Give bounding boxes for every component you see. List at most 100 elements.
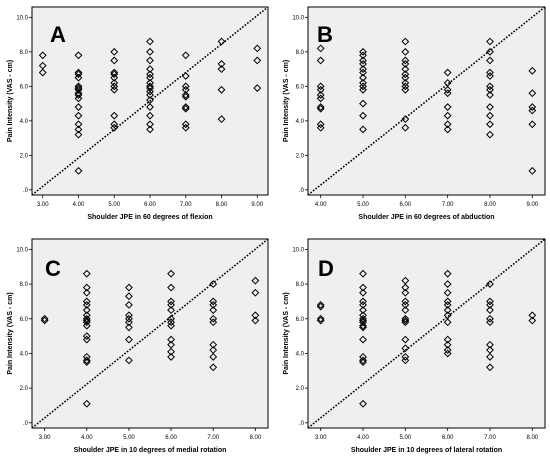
y-tick-label: 6.0 <box>296 84 305 90</box>
data-point <box>359 353 367 361</box>
data-point <box>82 335 91 344</box>
y-tick-label: .0 <box>23 421 29 427</box>
data-point <box>528 316 537 325</box>
x-tick-label: 8.00 <box>250 435 262 441</box>
data-point <box>125 318 133 327</box>
y-tick-label: 10.0 <box>292 15 304 21</box>
data-point <box>486 363 494 372</box>
data-point <box>74 91 83 99</box>
data-point <box>209 363 218 372</box>
data-point <box>359 321 367 330</box>
data-point <box>359 65 367 73</box>
y-tick-label: 6.0 <box>20 84 29 90</box>
data-point <box>146 73 154 82</box>
y-tick-label: 10.0 <box>16 15 28 21</box>
data-point <box>443 297 452 306</box>
x-tick-label: 6.00 <box>144 202 156 208</box>
y-axis-label: Pain Intensity (VAS - cm) <box>7 60 14 142</box>
data-point <box>125 323 133 332</box>
data-point <box>82 283 91 292</box>
data-point <box>443 306 452 314</box>
data-point <box>443 269 452 278</box>
y-tick-label: 8.0 <box>20 50 29 56</box>
data-point <box>486 47 494 56</box>
data-point <box>146 87 154 96</box>
y-tick-label: 8.0 <box>296 282 305 288</box>
data-point <box>209 314 218 323</box>
data-point <box>486 314 494 323</box>
data-point <box>146 103 154 111</box>
x-tick-label: 7.00 <box>207 435 219 441</box>
data-point <box>528 120 537 129</box>
data-point <box>401 85 410 94</box>
y-tick-label: 4.0 <box>296 119 305 125</box>
data-point <box>359 125 367 134</box>
data-point <box>401 47 410 56</box>
data-point <box>110 123 119 132</box>
y-axis-label: Pain Intensity (VAS - cm) <box>283 60 290 142</box>
data-point <box>486 353 494 361</box>
data-point <box>443 340 452 349</box>
data-point <box>167 335 175 344</box>
data-point <box>359 111 367 120</box>
x-tick-label: 8.00 <box>216 202 228 208</box>
data-point <box>401 56 410 65</box>
reference-line <box>307 238 546 429</box>
panel-c: .0 2.0 4.0 6.0 8.0 10.0 3.00 4.00 5.00 6.00 7.00 8.… <box>7 238 269 454</box>
x-tick-label: 5.00 <box>108 202 120 208</box>
data-point <box>146 82 154 91</box>
data-point <box>209 318 218 327</box>
data-point <box>359 68 367 77</box>
data-point <box>181 120 190 129</box>
reference-line <box>31 6 269 196</box>
x-tick-label: 4.00 <box>315 202 327 208</box>
x-tick-label: 8.00 <box>526 435 538 441</box>
data-point <box>74 51 83 60</box>
data-point <box>181 91 190 99</box>
data-point <box>486 300 494 309</box>
data-point <box>181 51 190 60</box>
data-point <box>181 72 190 80</box>
x-tick-label: 3.00 <box>39 435 51 441</box>
data-point <box>401 306 410 314</box>
x-tick-label: 9.00 <box>526 202 538 208</box>
data-point <box>209 297 218 306</box>
x-tick-label: 4.00 <box>81 435 93 441</box>
data-point <box>359 283 367 292</box>
data-point <box>486 340 494 349</box>
data-point <box>82 288 91 297</box>
data-point <box>217 37 226 46</box>
y-tick-label: .0 <box>299 188 305 194</box>
data-point <box>316 94 325 103</box>
data-point <box>359 60 367 68</box>
data-point <box>110 68 119 77</box>
data-point <box>125 335 133 344</box>
y-tick-label: 10.0 <box>292 247 304 253</box>
data-point <box>486 91 494 99</box>
panel-b: .0 2.0 4.0 6.0 8.0 10.0 4.00 5.00 6.00 7.00 8.00 9.… <box>283 6 546 221</box>
data-point <box>146 65 154 73</box>
data-point <box>443 318 452 327</box>
panel-letter: D <box>318 256 334 281</box>
data-point <box>74 125 83 134</box>
data-point <box>359 82 367 91</box>
data-point <box>401 335 410 344</box>
data-point <box>181 104 190 113</box>
data-point <box>401 37 410 46</box>
data-point <box>528 311 537 320</box>
data-point <box>181 92 190 101</box>
data-point <box>359 399 367 408</box>
data-point <box>251 311 260 320</box>
data-point <box>74 94 83 103</box>
panel-a: .0 2.0 4.0 6.0 8.0 10.0 3.00 4.00 5.00 6.00 7.00 8.… <box>7 6 269 221</box>
panel-letter: C <box>45 256 61 281</box>
data-point <box>486 120 494 129</box>
data-point <box>443 89 452 98</box>
data-point <box>528 106 537 115</box>
data-point <box>74 120 83 129</box>
data-point <box>181 123 190 132</box>
x-tick-label: 6.00 <box>399 202 411 208</box>
data-point <box>359 47 367 56</box>
y-tick-label: 2.0 <box>20 386 29 392</box>
data-point <box>401 300 410 309</box>
